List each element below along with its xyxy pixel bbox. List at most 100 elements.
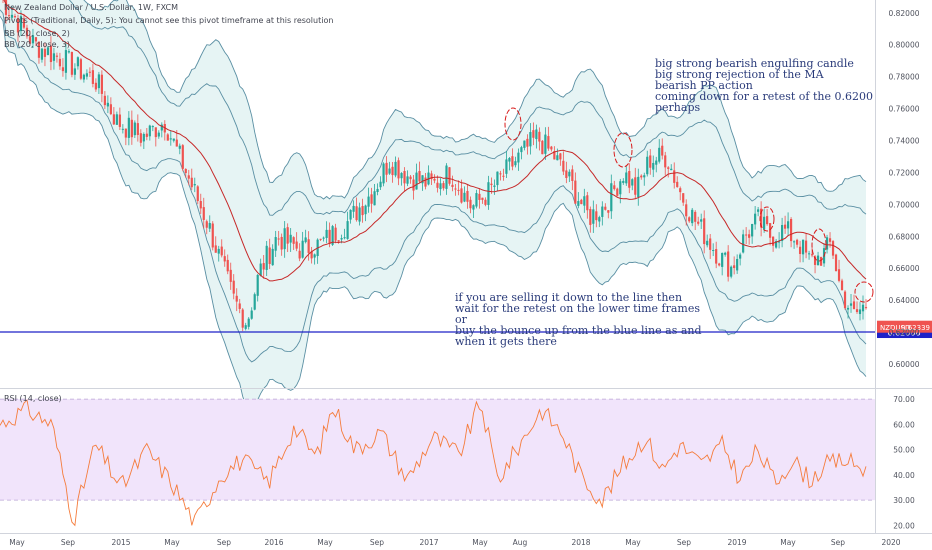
candle-body xyxy=(226,259,229,272)
candle-body xyxy=(562,160,565,172)
candle-body xyxy=(91,70,94,84)
candle-body xyxy=(697,221,700,224)
candle-body xyxy=(583,196,586,206)
candle-body xyxy=(199,201,202,209)
candle-body xyxy=(834,254,838,272)
candle-body xyxy=(804,240,808,253)
candle-body xyxy=(556,155,559,161)
candle-body xyxy=(709,238,712,250)
annotation-retest: if you are selling it down to the line t… xyxy=(455,291,702,348)
price-tick-label-6: 0.72000 xyxy=(888,168,919,177)
candle-body xyxy=(10,14,14,18)
candle-body xyxy=(783,224,787,229)
candle-body xyxy=(343,237,346,239)
candle-body xyxy=(31,35,35,44)
candle-body xyxy=(388,168,391,174)
candle-body xyxy=(460,188,463,203)
candle-body xyxy=(250,310,253,319)
candle-body xyxy=(757,209,760,212)
candle-body xyxy=(819,257,823,266)
candle-body xyxy=(493,185,496,187)
candle-body xyxy=(328,229,331,244)
candle-body xyxy=(67,51,71,53)
candle-body xyxy=(457,189,460,191)
candle-body xyxy=(646,156,649,175)
candle-body xyxy=(772,236,775,246)
candle-body xyxy=(451,184,454,187)
candle-body xyxy=(235,295,238,302)
candle-body xyxy=(499,173,502,175)
candle-body xyxy=(145,133,148,137)
candle-body xyxy=(661,145,664,156)
candle-body xyxy=(307,239,310,253)
candle-body xyxy=(778,241,781,243)
candle-body xyxy=(454,188,457,190)
candle-body xyxy=(295,241,298,249)
bb3-legend: BB (20, close, 3) xyxy=(4,40,70,49)
price-tick-label-11: 0.82000 xyxy=(888,9,919,18)
candle-body xyxy=(502,175,505,177)
candle-body xyxy=(202,207,205,220)
candle-body xyxy=(550,146,553,150)
price-tick-label-3: 0.66000 xyxy=(888,264,919,273)
candle-body xyxy=(268,247,271,264)
candle-body xyxy=(415,172,418,190)
candle-body xyxy=(640,175,643,178)
x-tick-label-11: 2018 xyxy=(571,538,590,547)
candle-body xyxy=(313,254,316,258)
candle-body xyxy=(727,251,730,277)
candle-body xyxy=(487,182,490,205)
candle-body xyxy=(430,173,433,180)
candle-body xyxy=(94,82,97,90)
candle-body xyxy=(193,184,196,186)
candle-body xyxy=(52,53,56,61)
candle-body xyxy=(49,45,53,63)
candle-body xyxy=(298,250,301,259)
candle-body xyxy=(64,50,68,73)
pivots-legend: Pivots (Traditional, Daily, 5): You cann… xyxy=(4,16,334,25)
candle-body xyxy=(172,138,175,141)
candle-body xyxy=(271,248,274,266)
candle-body xyxy=(169,138,172,140)
candle-body xyxy=(685,204,688,217)
candle-body xyxy=(628,171,631,188)
candle-body xyxy=(724,252,727,255)
candle-body xyxy=(208,222,211,229)
candle-body xyxy=(160,124,163,131)
candle-body xyxy=(382,163,385,184)
candle-body xyxy=(274,237,277,251)
rsi-tick-label-4: 60.00 xyxy=(893,420,915,429)
candle-body xyxy=(780,225,784,241)
candle-body xyxy=(466,190,469,202)
rsi-pane xyxy=(0,388,932,527)
candle-body xyxy=(595,211,598,221)
price-tag xyxy=(877,320,932,333)
candle-body xyxy=(40,48,44,60)
candle-body xyxy=(508,158,511,162)
candle-body xyxy=(7,15,11,17)
candle-body xyxy=(55,55,59,57)
candle-body xyxy=(304,237,307,243)
candle-body xyxy=(391,166,394,176)
candle-body xyxy=(739,254,742,259)
candle-body xyxy=(813,256,817,265)
candle-body xyxy=(792,241,796,243)
candle-body xyxy=(301,240,304,258)
x-tick-label-17: 2020 xyxy=(881,538,900,547)
candle-body xyxy=(846,307,850,310)
candle-body xyxy=(286,227,289,244)
candle-body xyxy=(367,196,370,207)
rsi-tick-label-1: 30.00 xyxy=(893,496,915,505)
candle-body xyxy=(325,229,328,238)
candle-body xyxy=(13,16,17,18)
candle-body xyxy=(721,252,724,267)
candle-body xyxy=(565,170,568,178)
candle-body xyxy=(469,199,472,209)
candle-body xyxy=(559,153,562,160)
rsi-tick-label-2: 40.00 xyxy=(893,471,915,480)
candle-body xyxy=(187,175,190,179)
x-tick-label-4: Sep xyxy=(217,538,231,547)
candle-body xyxy=(472,205,475,210)
candle-body xyxy=(403,171,406,184)
rsi-tick-label-0: 20.00 xyxy=(893,521,915,530)
